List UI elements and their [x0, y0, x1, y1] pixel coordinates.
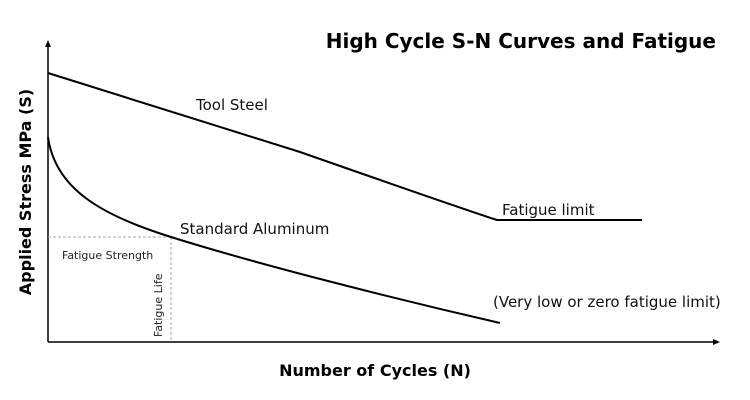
diagram-title: High Cycle S-N Curves and Fatigue: [326, 29, 716, 53]
x-axis-arrow: [713, 339, 720, 345]
fatigue-limit-label: Fatigue limit: [502, 201, 595, 219]
tool-steel-curve: [47, 72, 642, 221]
fatigue-life-label: Fatigue Life: [152, 273, 165, 337]
x-axis-label: Number of Cycles (N): [279, 361, 471, 380]
y-axis-arrow: [45, 40, 51, 47]
aluminum-curve: [47, 136, 501, 324]
no-limit-label: (Very low or zero fatigue limit): [493, 293, 721, 311]
tool-steel-label: Tool Steel: [195, 96, 268, 114]
fatigue-strength-label: Fatigue Strength: [62, 249, 153, 262]
y-axis-label: Applied Stress MPa (S): [16, 89, 35, 295]
aluminum-label: Standard Aluminum: [180, 220, 329, 238]
